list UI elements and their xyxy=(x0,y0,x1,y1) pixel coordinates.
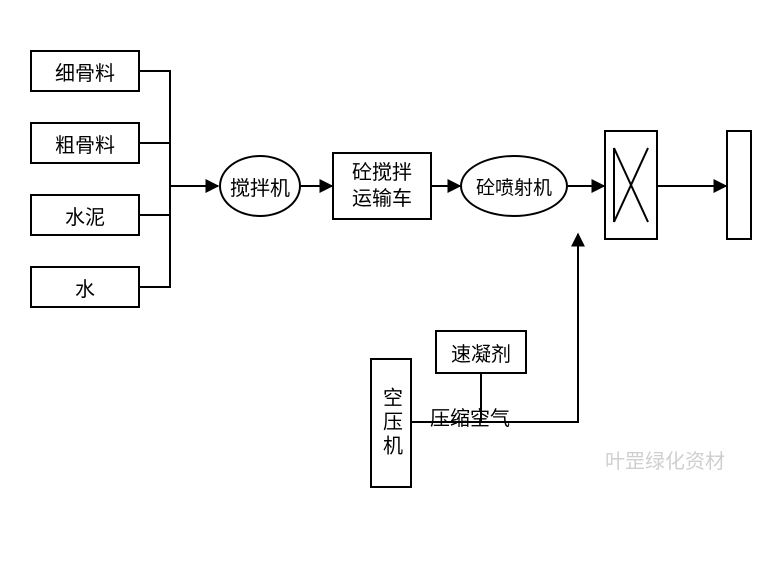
node-mixer-truck: 砼搅拌 运输车 xyxy=(332,152,432,220)
node-input-coarse-aggregate: 粗骨料 xyxy=(30,122,140,164)
label-text: 压缩空气 xyxy=(430,408,510,430)
edge-manifold xyxy=(140,71,170,287)
edge-air-to-sprayline xyxy=(412,234,578,422)
node-label: 粗骨料 xyxy=(55,129,115,158)
node-input-cement: 水泥 xyxy=(30,194,140,236)
node-label: 水泥 xyxy=(65,201,105,230)
node-concrete-sprayer: 砼喷射机 xyxy=(460,155,568,217)
node-input-fine-aggregate: 细骨料 xyxy=(30,50,140,92)
node-end-surface xyxy=(726,130,752,240)
node-label: 速凝剂 xyxy=(451,338,511,367)
node-label: 细骨料 xyxy=(55,57,115,86)
node-accelerator: 速凝剂 xyxy=(435,330,527,374)
node-air-compressor: 空压机 xyxy=(370,358,412,488)
node-mixer: 搅拌机 xyxy=(219,155,301,217)
watermark-text: 叶罡绿化资材 xyxy=(605,451,725,473)
node-label: 砼搅拌 运输车 xyxy=(352,160,412,212)
node-nozzle-valve xyxy=(604,130,658,240)
watermark: 叶罡绿化资材 xyxy=(605,445,725,474)
node-label: 空压机 xyxy=(377,387,406,459)
node-label: 水 xyxy=(75,273,95,302)
node-label: 砼喷射机 xyxy=(476,173,552,200)
node-input-water: 水 xyxy=(30,266,140,308)
label-compressed-air: 压缩空气 xyxy=(430,402,510,431)
node-label: 搅拌机 xyxy=(230,172,290,201)
